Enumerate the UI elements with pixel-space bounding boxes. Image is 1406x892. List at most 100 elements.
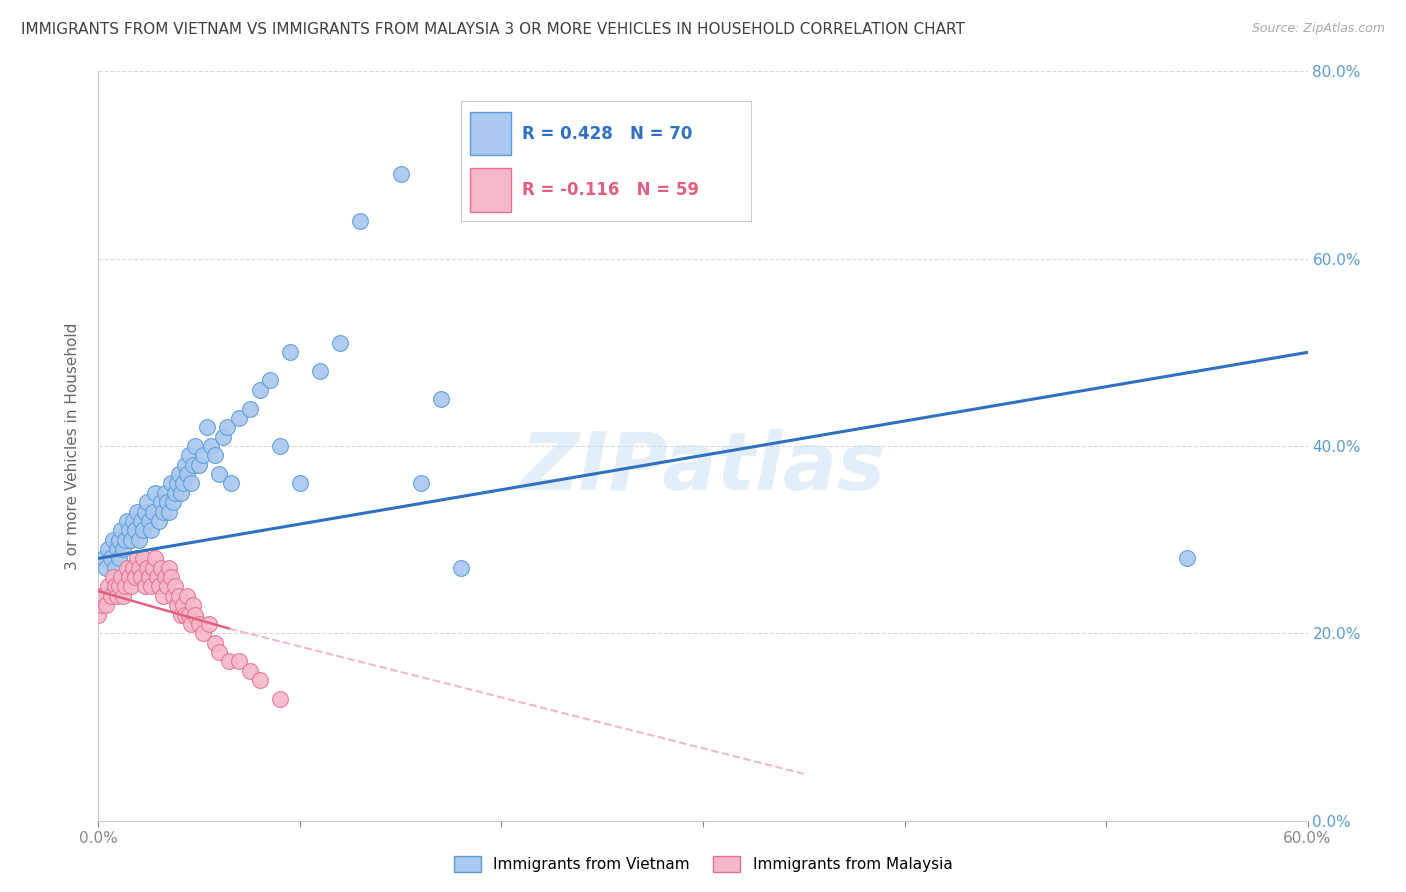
Point (239, 664, 262, 678)
Point (135, 495, 157, 509)
Point (129, 514, 152, 528)
Point (409, 476, 432, 491)
Point (153, 570, 176, 584)
Point (188, 617, 211, 632)
Point (167, 589, 190, 603)
Point (163, 580, 186, 594)
Point (249, 673, 271, 688)
Text: IMMIGRANTS FROM VIETNAM VS IMMIGRANTS FROM MALAYSIA 3 OR MORE VEHICLES IN HOUSEH: IMMIGRANTS FROM VIETNAM VS IMMIGRANTS FR… (21, 22, 965, 37)
Point (269, 439, 291, 453)
Point (138, 570, 160, 584)
Point (181, 458, 204, 472)
Point (157, 561, 180, 575)
Point (96, 599, 118, 613)
Point (218, 655, 240, 669)
Point (138, 514, 160, 528)
Point (212, 430, 235, 444)
Point (172, 476, 194, 491)
Point (101, 570, 124, 584)
Point (128, 561, 150, 575)
Point (1175, 551, 1198, 566)
Point (176, 467, 198, 482)
Point (162, 495, 184, 509)
Point (160, 570, 183, 584)
Point (170, 607, 193, 622)
Point (93, 551, 115, 566)
Point (134, 580, 156, 594)
Point (114, 580, 136, 594)
Point (93, 589, 115, 603)
Point (129, 570, 152, 584)
Point (174, 607, 197, 622)
Point (163, 486, 186, 500)
Point (125, 551, 148, 566)
Point (153, 486, 176, 500)
Point (105, 589, 128, 603)
Point (105, 542, 128, 557)
Point (160, 476, 183, 491)
Point (132, 551, 155, 566)
Point (288, 476, 311, 491)
Point (118, 524, 141, 538)
Point (110, 570, 132, 584)
Point (148, 580, 170, 594)
Point (89, 589, 111, 603)
Point (198, 617, 221, 632)
Point (97, 580, 120, 594)
Point (128, 533, 150, 547)
Point (149, 561, 172, 575)
Point (184, 439, 207, 453)
Point (249, 383, 271, 397)
Point (120, 533, 142, 547)
Point (118, 570, 141, 584)
Point (91, 599, 114, 613)
Point (217, 420, 239, 434)
Point (195, 420, 218, 434)
Point (309, 364, 332, 378)
Point (142, 561, 165, 575)
Point (135, 561, 157, 575)
Point (172, 599, 194, 613)
Point (228, 411, 250, 425)
Text: ZIPatlas: ZIPatlas (520, 429, 886, 508)
Point (132, 524, 155, 538)
Point (139, 580, 162, 594)
Point (96, 561, 118, 575)
Point (180, 617, 202, 632)
Point (204, 449, 226, 463)
Point (170, 486, 193, 500)
Point (389, 168, 412, 182)
Point (184, 607, 207, 622)
Point (156, 495, 179, 509)
Point (259, 374, 281, 388)
Y-axis label: 3 or more Vehicles in Household: 3 or more Vehicles in Household (65, 322, 80, 570)
Point (107, 551, 129, 566)
Point (111, 542, 134, 557)
Point (174, 458, 197, 472)
Point (176, 589, 198, 603)
Point (179, 449, 201, 463)
Point (156, 580, 179, 594)
Point (142, 505, 165, 519)
Point (269, 692, 291, 706)
Point (114, 533, 136, 547)
Point (121, 514, 143, 528)
Point (179, 607, 201, 622)
Point (204, 635, 226, 649)
Point (121, 561, 143, 575)
Point (193, 449, 215, 463)
Point (103, 580, 125, 594)
Point (100, 589, 122, 603)
Text: Source: ZipAtlas.com: Source: ZipAtlas.com (1251, 22, 1385, 36)
Point (152, 589, 174, 603)
Point (450, 561, 472, 575)
Point (167, 467, 190, 482)
Point (101, 533, 124, 547)
Point (162, 589, 184, 603)
Point (143, 486, 166, 500)
Point (221, 476, 243, 491)
Point (100, 551, 122, 566)
Point (180, 476, 202, 491)
Point (87, 607, 110, 622)
Point (228, 655, 250, 669)
